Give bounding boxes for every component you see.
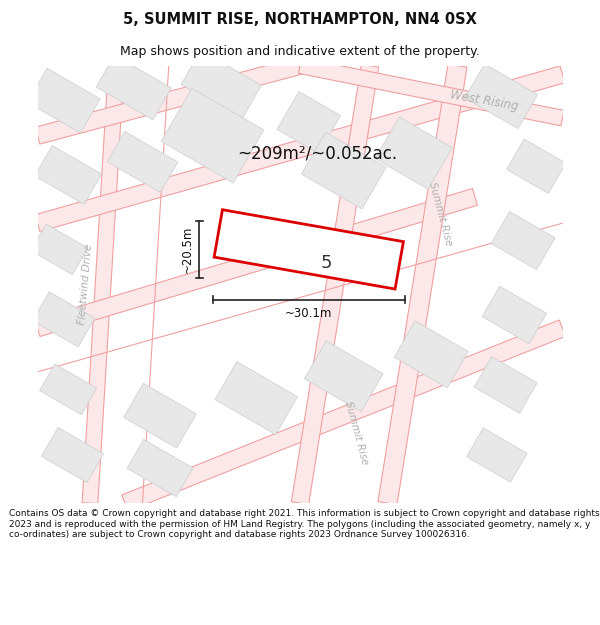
Polygon shape: [215, 362, 298, 434]
Polygon shape: [41, 428, 104, 483]
Polygon shape: [465, 64, 538, 129]
Polygon shape: [214, 210, 403, 289]
Polygon shape: [482, 286, 547, 344]
Polygon shape: [491, 212, 555, 269]
Text: Map shows position and indicative extent of the property.: Map shows position and indicative extent…: [120, 45, 480, 58]
Polygon shape: [35, 66, 565, 231]
Text: 5: 5: [320, 254, 332, 271]
Polygon shape: [33, 292, 95, 347]
Text: Contains OS data © Crown copyright and database right 2021. This information is : Contains OS data © Crown copyright and d…: [9, 509, 599, 539]
Polygon shape: [107, 131, 178, 192]
Polygon shape: [96, 55, 172, 120]
Polygon shape: [378, 64, 467, 504]
Polygon shape: [31, 224, 88, 274]
Polygon shape: [298, 58, 564, 126]
Text: Fleetwind Drive: Fleetwind Drive: [77, 244, 94, 325]
Polygon shape: [292, 64, 379, 504]
Polygon shape: [35, 146, 101, 204]
Polygon shape: [181, 51, 262, 119]
Polygon shape: [474, 357, 537, 413]
Polygon shape: [127, 439, 193, 497]
Polygon shape: [35, 57, 302, 144]
Text: 5, SUMMIT RISE, NORTHAMPTON, NN4 0SX: 5, SUMMIT RISE, NORTHAMPTON, NN4 0SX: [123, 12, 477, 27]
Polygon shape: [124, 383, 196, 448]
Polygon shape: [394, 321, 468, 388]
Text: Summit Rise: Summit Rise: [344, 400, 370, 466]
Polygon shape: [277, 91, 341, 154]
Polygon shape: [40, 364, 97, 414]
Polygon shape: [122, 320, 566, 511]
Polygon shape: [301, 132, 386, 209]
Text: Summit Rise: Summit Rise: [427, 181, 454, 248]
Text: ~209m²/~0.052ac.: ~209m²/~0.052ac.: [238, 144, 398, 162]
Polygon shape: [35, 189, 478, 336]
Polygon shape: [467, 428, 527, 482]
Polygon shape: [304, 341, 383, 412]
Text: ~20.5m: ~20.5m: [180, 226, 193, 273]
Text: ~30.1m: ~30.1m: [285, 307, 332, 319]
Text: West Rising: West Rising: [449, 88, 519, 113]
Polygon shape: [506, 139, 566, 193]
Polygon shape: [375, 117, 452, 189]
Polygon shape: [82, 65, 124, 504]
Polygon shape: [161, 88, 264, 183]
Polygon shape: [28, 68, 100, 133]
